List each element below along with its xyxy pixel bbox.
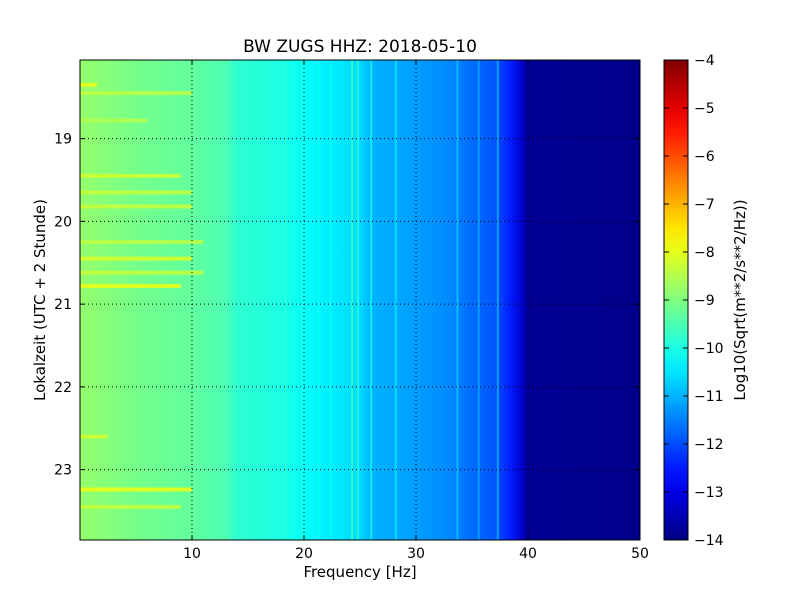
y-tick-label: 22 xyxy=(54,380,72,396)
high-amplitude-band xyxy=(80,173,181,178)
colorbar-ticks: −4 −5 −6 −7 −8 −9 −10 −11 −12 −13 −14 xyxy=(664,53,724,549)
spectrogram-background xyxy=(80,60,640,540)
colorbar-tick-label: −10 xyxy=(694,341,724,357)
x-axis-ticks: 10 20 30 40 50 xyxy=(183,60,649,562)
spectral-line xyxy=(370,60,373,540)
y-tick-label: 19 xyxy=(54,132,72,148)
high-amplitude-band xyxy=(80,270,204,275)
colorbar-tick-label: −6 xyxy=(694,149,715,165)
y-tick-label: 21 xyxy=(54,297,72,313)
y-axis-label: Lokalzeit (UTC + 2 Stunde) xyxy=(31,199,49,401)
colorbar-tick-label: −7 xyxy=(694,197,715,213)
spectral-line xyxy=(300,60,303,540)
x-tick-label: 10 xyxy=(183,546,201,562)
x-axis-label: Frequency [Hz] xyxy=(303,563,416,581)
colorbar-tick-label: −5 xyxy=(694,101,715,117)
spectral-line xyxy=(456,60,459,540)
high-amplitude-band xyxy=(80,82,97,87)
colorbar-tick-label: −13 xyxy=(694,485,724,501)
spectral-line xyxy=(356,60,359,540)
high-amplitude-band xyxy=(80,487,192,492)
colorbar-tick-label: −14 xyxy=(694,533,724,549)
spectral-line xyxy=(329,60,332,540)
y-tick-label: 20 xyxy=(54,214,72,230)
y-tick-label: 23 xyxy=(54,463,72,479)
x-tick-label: 30 xyxy=(407,546,425,562)
x-tick-label: 50 xyxy=(631,546,649,562)
spectral-line xyxy=(477,60,480,540)
spectral-line xyxy=(283,60,286,540)
colorbar-tick-label: −9 xyxy=(694,293,715,309)
high-amplitude-band xyxy=(80,91,192,96)
high-amplitude-band xyxy=(80,190,192,195)
colorbar-tick-label: −12 xyxy=(694,437,724,453)
high-amplitude-band xyxy=(80,118,148,123)
high-amplitude-band xyxy=(80,240,204,245)
spectral-line xyxy=(496,60,499,540)
colorbar-tick-label: −11 xyxy=(694,389,724,405)
plot-frame xyxy=(79,59,641,541)
colorbar-label: Log10(Sqrt(m**2/s**2/Hz)) xyxy=(731,199,749,400)
high-amplitude-band xyxy=(80,434,108,439)
high-amplitude-band xyxy=(80,504,181,509)
plot-area xyxy=(80,60,640,540)
colorbar: −4 −5 −6 −7 −8 −9 −10 −11 −12 −13 −14 Log10(Sqrt(m… xyxy=(663,53,749,549)
x-tick-label: 20 xyxy=(295,546,313,562)
y-axis-ticks: 19 20 21 22 23 xyxy=(54,132,640,479)
chart-title: BW ZUGS HHZ: 2018-05-10 xyxy=(243,37,477,57)
colorbar-tick-label: −8 xyxy=(694,245,715,261)
spectrogram-marks xyxy=(80,60,499,540)
grid-lines xyxy=(80,60,640,540)
colorbar-tick-label: −4 xyxy=(694,53,715,69)
spectral-line xyxy=(351,60,354,540)
spectral-line xyxy=(394,60,397,540)
high-amplitude-band xyxy=(80,256,192,261)
high-amplitude-band xyxy=(80,283,181,288)
spectral-line xyxy=(317,60,320,540)
high-amplitude-band xyxy=(80,204,192,209)
x-tick-label: 40 xyxy=(519,546,537,562)
